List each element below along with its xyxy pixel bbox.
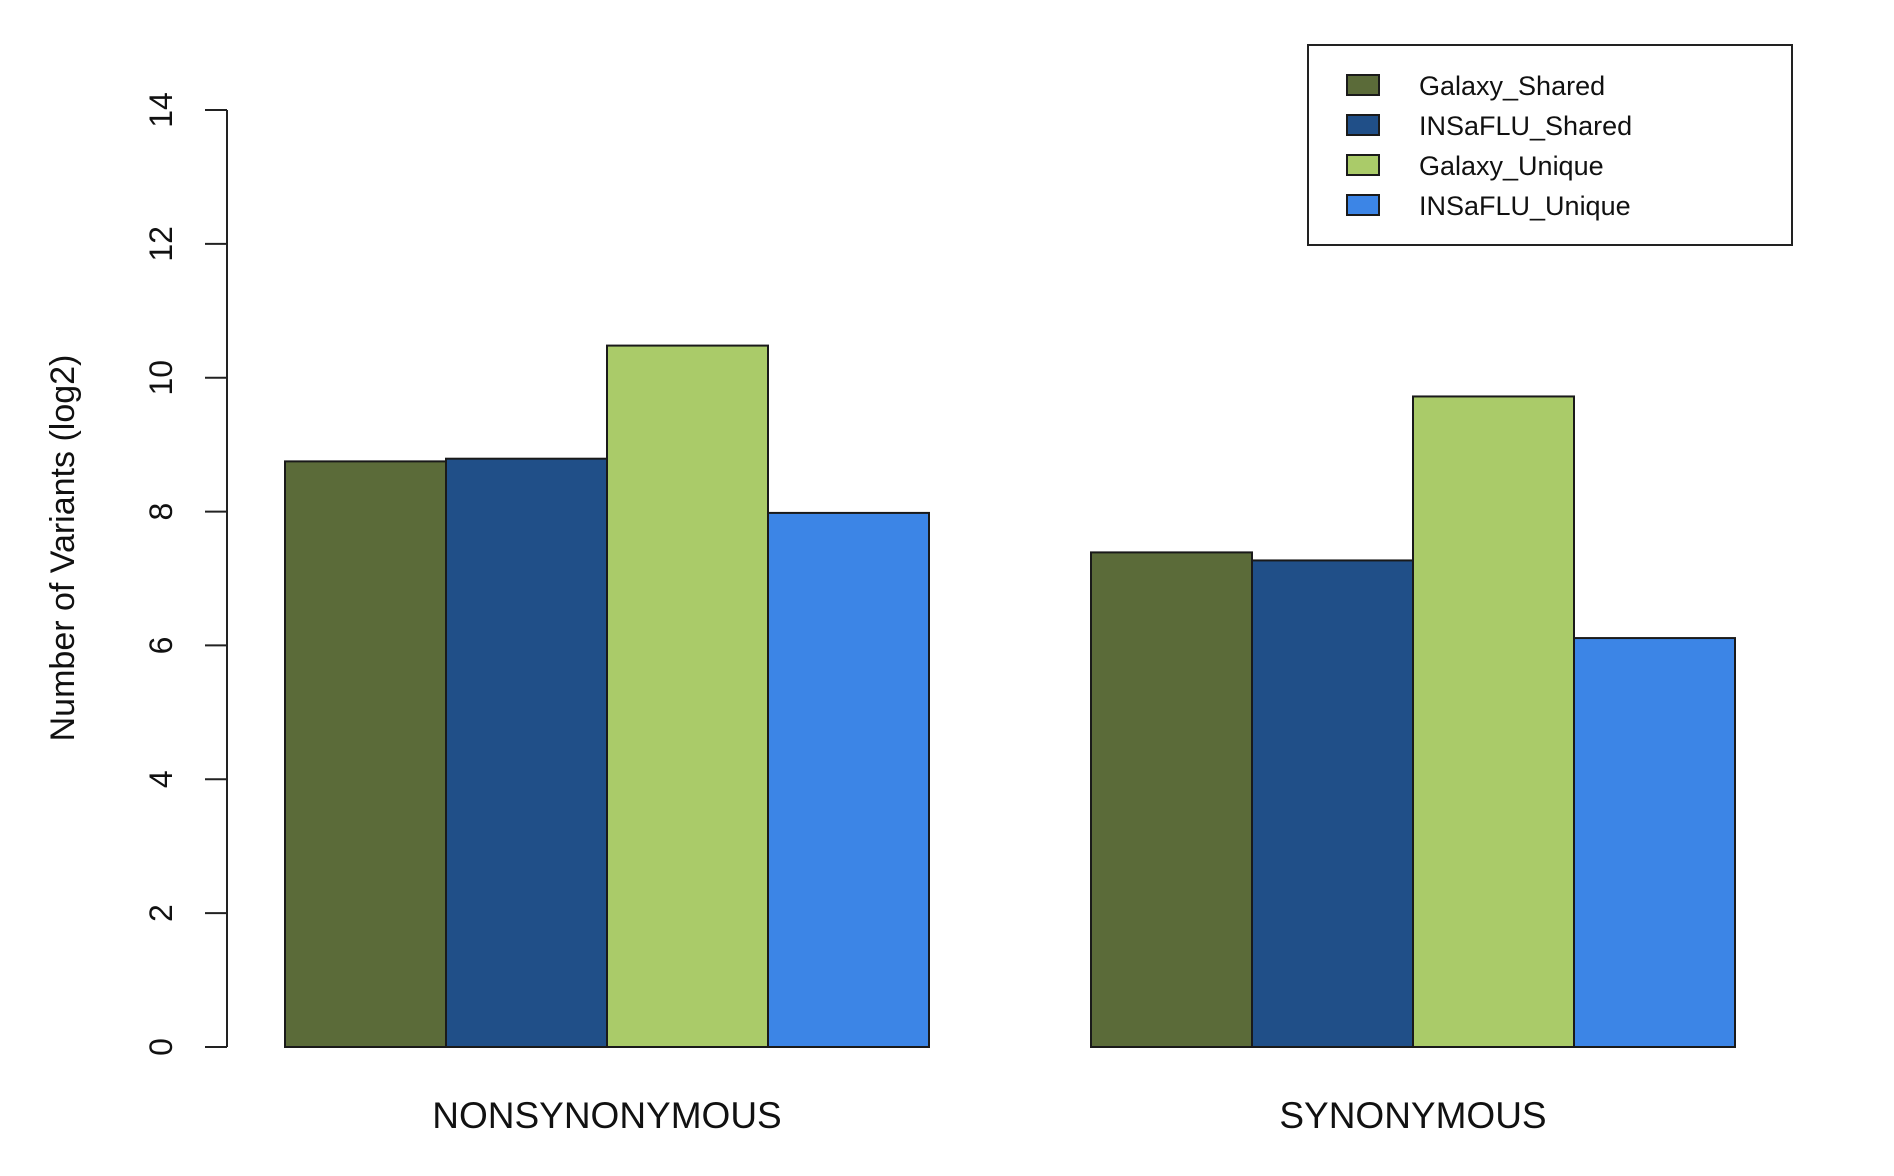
y-tick-label: 10 xyxy=(143,360,179,396)
legend-swatch xyxy=(1346,154,1380,176)
bar-insaflu-shared-synonymous xyxy=(1251,559,1414,1048)
bar-insaflu-unique-synonymous xyxy=(1573,637,1736,1048)
y-tick-label: 4 xyxy=(143,770,179,788)
x-category-label: SYNONYMOUS xyxy=(1279,1095,1546,1136)
y-axis: 0 2 4 6 8 10 12 14 xyxy=(143,92,228,1056)
y-tick-label: 2 xyxy=(143,904,179,922)
y-axis-title: Number of Variants (log2) xyxy=(44,355,82,742)
legend-label: Galaxy_Shared xyxy=(1419,71,1605,101)
legend-label: INSaFLU_Unique xyxy=(1419,191,1631,221)
legend-swatch xyxy=(1346,194,1380,216)
category-labels: NONSYNONYMOUS SYNONYMOUS xyxy=(432,1095,1546,1136)
legend-label: Galaxy_Unique xyxy=(1419,151,1604,181)
bar-insaflu-shared-nonsynonymous xyxy=(445,457,608,1048)
y-tick-label: 14 xyxy=(143,92,179,128)
legend: Galaxy_Shared INSaFLU_Shared Galaxy_Unique… xyxy=(1307,44,1793,246)
y-tick-label: 8 xyxy=(143,503,179,521)
bar-insaflu-unique-nonsynonymous xyxy=(767,511,930,1048)
bar-galaxy-shared-synonymous xyxy=(1090,551,1253,1048)
y-tick-label: 6 xyxy=(143,637,179,655)
legend-box xyxy=(1307,44,1793,246)
legend-label: INSaFLU_Shared xyxy=(1419,111,1632,141)
x-category-label: NONSYNONYMOUS xyxy=(432,1095,781,1136)
bar-galaxy-unique-synonymous xyxy=(1412,395,1575,1048)
bar-galaxy-unique-nonsynonymous xyxy=(606,344,769,1048)
bar-galaxy-shared-nonsynonymous xyxy=(284,460,447,1048)
y-tick-label: 0 xyxy=(143,1038,179,1056)
bars xyxy=(284,344,1736,1048)
legend-swatch xyxy=(1346,114,1380,136)
y-tick-label: 12 xyxy=(143,226,179,262)
legend-swatch xyxy=(1346,74,1380,96)
